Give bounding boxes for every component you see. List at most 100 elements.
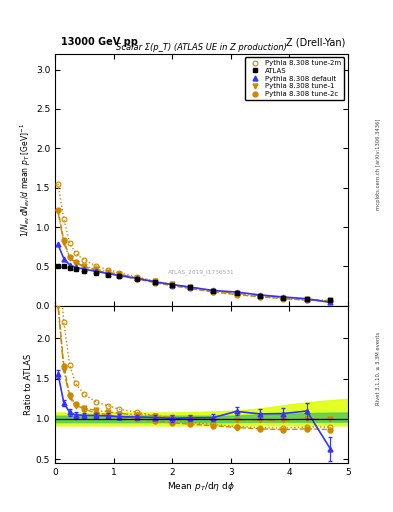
Pythia 8.308 tune-1	[117, 271, 122, 278]
Pythia 8.308 tune-2m	[187, 285, 192, 291]
Pythia 8.308 default	[117, 272, 122, 279]
Line: ATLAS: ATLAS	[55, 264, 332, 303]
Pythia 8.308 tune-1	[258, 293, 263, 299]
Pythia 8.308 tune-2m	[211, 289, 215, 295]
Pythia 8.308 tune-2m	[258, 293, 263, 300]
Pythia 8.308 tune-1	[211, 288, 215, 294]
Text: Rivet 3.1.10, ≥ 3.3M events: Rivet 3.1.10, ≥ 3.3M events	[376, 332, 380, 406]
Pythia 8.308 tune-1	[67, 254, 72, 261]
Pythia 8.308 tune-1	[234, 290, 239, 296]
Pythia 8.308 tune-2c	[94, 267, 98, 273]
Pythia 8.308 default	[82, 266, 87, 272]
Text: Z (Drell-Yan): Z (Drell-Yan)	[286, 37, 345, 47]
Pythia 8.308 tune-2m	[94, 263, 98, 269]
ATLAS	[55, 263, 60, 269]
Y-axis label: $1/N_{ev}\,dN_{ev}/d$ mean $p_T$ [GeV]$^{-1}$: $1/N_{ev}\,dN_{ev}/d$ mean $p_T$ [GeV]$^…	[18, 123, 33, 237]
ATLAS	[258, 292, 263, 298]
ATLAS	[73, 266, 78, 272]
Text: ATLAS_2019_I1736531: ATLAS_2019_I1736531	[168, 269, 235, 275]
Pythia 8.308 default	[328, 300, 332, 306]
Pythia 8.308 tune-1	[82, 263, 87, 269]
Pythia 8.308 default	[67, 262, 72, 268]
ATLAS	[305, 296, 309, 303]
Pythia 8.308 default	[170, 282, 174, 288]
Pythia 8.308 tune-2m	[170, 282, 174, 288]
Pythia 8.308 default	[61, 255, 66, 262]
Pythia 8.308 tune-2c	[152, 280, 157, 286]
ATLAS	[170, 282, 174, 288]
Bar	[82, 270, 86, 271]
ATLAS	[211, 288, 215, 294]
Bar	[55, 266, 60, 267]
Pythia 8.308 default	[135, 275, 140, 282]
Pythia 8.308 default	[105, 270, 110, 276]
Title: Scalar Σ(p_T) (ATLAS UE in Z production): Scalar Σ(p_T) (ATLAS UE in Z production)	[116, 42, 287, 52]
ATLAS	[105, 272, 110, 278]
Pythia 8.308 default	[281, 294, 286, 300]
Pythia 8.308 tune-1	[305, 296, 309, 303]
ATLAS	[82, 268, 87, 274]
Pythia 8.308 tune-2m	[281, 295, 286, 302]
Pythia 8.308 tune-2c	[328, 298, 332, 304]
Pythia 8.308 tune-2m	[61, 216, 66, 222]
Bar	[73, 269, 78, 270]
Pythia 8.308 tune-2c	[55, 207, 60, 213]
Pythia 8.308 tune-2m	[135, 274, 140, 280]
Line: Pythia 8.308 tune-1: Pythia 8.308 tune-1	[55, 209, 332, 303]
ATLAS	[152, 279, 157, 285]
ATLAS	[67, 265, 72, 271]
Pythia 8.308 tune-2m	[55, 181, 60, 187]
Pythia 8.308 tune-2c	[187, 285, 192, 291]
ATLAS	[117, 273, 122, 280]
Pythia 8.308 tune-1	[281, 294, 286, 301]
Pythia 8.308 default	[305, 295, 309, 302]
Pythia 8.308 tune-2m	[82, 257, 87, 263]
ATLAS	[94, 270, 98, 276]
Line: Pythia 8.308 tune-2m: Pythia 8.308 tune-2m	[55, 181, 332, 304]
Pythia 8.308 tune-2m	[152, 278, 157, 284]
Pythia 8.308 tune-2c	[105, 270, 110, 276]
X-axis label: Mean $p_T$/d$\eta$ d$\phi$: Mean $p_T$/d$\eta$ d$\phi$	[167, 480, 235, 493]
ATLAS	[187, 284, 192, 290]
Pythia 8.308 default	[234, 289, 239, 295]
Pythia 8.308 tune-1	[55, 208, 60, 215]
Legend: Pythia 8.308 tune-2m, ATLAS, Pythia 8.308 default, Pythia 8.308 tune-1, Pythia 8: Pythia 8.308 tune-2m, ATLAS, Pythia 8.30…	[244, 57, 344, 100]
Pythia 8.308 tune-2m	[73, 250, 78, 256]
Text: 13000 GeV pp: 13000 GeV pp	[61, 37, 138, 47]
Pythia 8.308 tune-2c	[258, 294, 263, 300]
ATLAS	[135, 276, 140, 282]
ATLAS	[61, 263, 66, 269]
Pythia 8.308 tune-2m	[234, 291, 239, 297]
Pythia 8.308 tune-2c	[61, 238, 66, 244]
Pythia 8.308 tune-1	[152, 278, 157, 284]
Line: Pythia 8.308 default: Pythia 8.308 default	[55, 242, 332, 305]
Pythia 8.308 tune-1	[61, 240, 66, 246]
Pythia 8.308 default	[73, 264, 78, 270]
Pythia 8.308 default	[152, 279, 157, 285]
Pythia 8.308 tune-1	[73, 260, 78, 266]
Pythia 8.308 default	[94, 268, 98, 274]
Line: Pythia 8.308 tune-2c: Pythia 8.308 tune-2c	[55, 207, 332, 304]
ATLAS	[328, 297, 332, 304]
Pythia 8.308 default	[258, 292, 263, 298]
Bar	[94, 272, 98, 273]
Pythia 8.308 tune-2c	[305, 297, 309, 303]
Pythia 8.308 tune-2c	[211, 289, 215, 295]
Pythia 8.308 tune-2c	[82, 264, 87, 270]
Pythia 8.308 tune-2m	[328, 298, 332, 304]
Pythia 8.308 default	[211, 287, 215, 293]
Pythia 8.308 tune-1	[187, 284, 192, 290]
Pythia 8.308 tune-2c	[234, 291, 239, 297]
Pythia 8.308 tune-2c	[170, 283, 174, 289]
Pythia 8.308 tune-2c	[135, 276, 140, 282]
Pythia 8.308 default	[55, 241, 60, 247]
Pythia 8.308 tune-2m	[305, 297, 309, 303]
Pythia 8.308 tune-2c	[73, 260, 78, 266]
Pythia 8.308 tune-2m	[117, 270, 122, 276]
Pythia 8.308 tune-2c	[67, 254, 72, 260]
Pythia 8.308 tune-1	[105, 269, 110, 275]
Pythia 8.308 default	[187, 284, 192, 290]
Pythia 8.308 tune-2m	[105, 267, 110, 273]
Pythia 8.308 tune-1	[328, 297, 332, 304]
ATLAS	[281, 294, 286, 301]
